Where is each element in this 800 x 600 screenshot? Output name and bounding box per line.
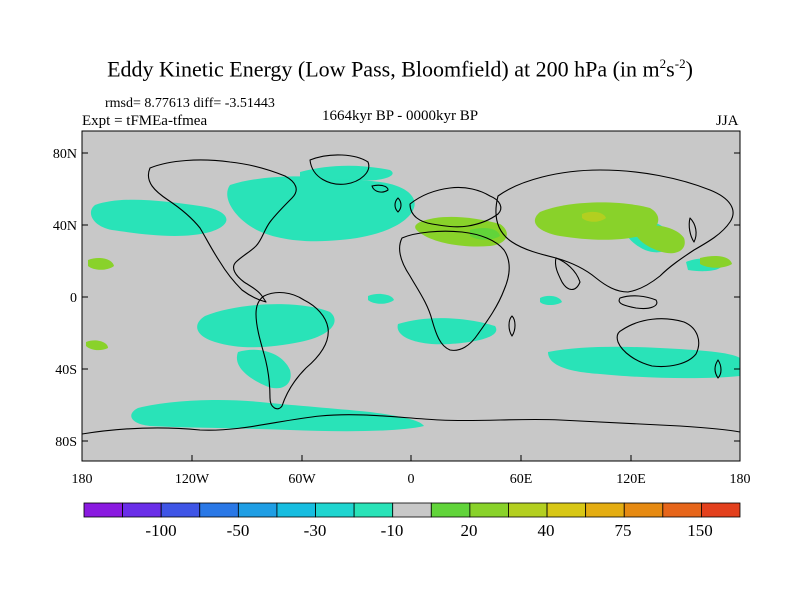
colorbar	[83, 502, 741, 518]
contour-fills	[82, 154, 740, 435]
season-label: JJA	[716, 113, 739, 129]
colorbar-swatch	[662, 502, 702, 518]
contour-west-pacific	[88, 258, 114, 270]
coastline-asia	[495, 169, 734, 293]
colorbar-label: -10	[381, 521, 404, 540]
lon-label-180e: 180	[730, 472, 751, 487]
colorbar-label: -50	[227, 521, 250, 540]
colorbar-swatch	[237, 502, 278, 518]
coastline-uk	[394, 197, 402, 213]
colorbar-swatch	[160, 502, 201, 518]
contour-north-atlantic	[227, 176, 415, 242]
colorbar-swatch	[199, 502, 239, 518]
colorbar-swatch	[353, 502, 394, 518]
colorbar-swatch	[623, 502, 664, 518]
lon-label-60e: 60E	[510, 472, 533, 487]
experiment-label: Expt = tFMEa-tfmea	[82, 113, 208, 129]
coastline-north-america	[148, 159, 297, 303]
contour-asia-peak	[582, 211, 606, 222]
lat-labels: 80N 40N 0 40S 80S	[53, 147, 77, 450]
lon-ticks	[81, 455, 741, 461]
lon-label-120w: 120W	[175, 472, 210, 487]
contour-east-pacific-south	[86, 340, 108, 351]
coastline-new-zealand	[714, 359, 722, 379]
colorbar-swatch	[83, 502, 123, 518]
colorbar-swatch	[546, 502, 587, 518]
colorbar-label: 40	[538, 521, 555, 540]
lon-label-120e: 120E	[616, 472, 646, 487]
colorbar-swatch	[701, 502, 741, 518]
colorbar-swatch	[585, 502, 625, 518]
lon-label-0: 0	[408, 472, 415, 487]
contour-south-atlantic	[397, 318, 497, 345]
contour-south-america-west	[236, 349, 291, 389]
coastline-greenland	[309, 154, 370, 185]
coastlines	[82, 154, 740, 435]
colorbar-label: 150	[687, 521, 713, 540]
colorbar-label: -100	[145, 521, 176, 540]
contour-indian-ocean	[540, 295, 562, 305]
coastline-indonesia	[618, 295, 658, 310]
colorbar-label: 20	[461, 521, 478, 540]
contour-north-america-arc	[300, 165, 393, 181]
contour-eastern-med	[470, 228, 500, 240]
map-title: Eddy Kinetic Energy (Low Pass, Bloomfiel…	[107, 56, 693, 82]
colorbar-labels: -100 -50 -30 -10 20 40 75 150	[145, 521, 712, 540]
lon-labels: 180 120W 60W 0 60E 120E 180	[72, 472, 751, 487]
colorbar-label: 75	[615, 521, 632, 540]
lat-ticks	[82, 152, 740, 442]
colorbar-swatch	[122, 502, 162, 518]
contour-north-pacific-green	[700, 256, 732, 268]
coastline-europe	[409, 186, 502, 228]
rmsd-stats: rmsd= 8.77613 diff= -3.51443	[105, 96, 275, 111]
contour-south-pacific	[197, 304, 335, 348]
lat-label-0: 0	[70, 291, 77, 306]
contour-southern-band	[548, 346, 740, 379]
contour-north-pacific	[90, 199, 227, 236]
colorbar-swatch	[392, 502, 432, 518]
coastline-madagascar	[508, 315, 516, 337]
coastline-australia	[616, 318, 700, 368]
contour-east-asia-green	[635, 225, 685, 254]
colorbar-swatch	[469, 502, 509, 518]
lat-label-80s: 80S	[55, 435, 77, 450]
lat-label-80n: 80N	[53, 147, 77, 162]
coastline-japan	[688, 217, 697, 243]
colorbar-swatch	[508, 502, 548, 518]
colorbar-swatch	[276, 502, 316, 518]
colorbar-swatch	[430, 502, 471, 518]
coastline-iceland	[371, 184, 389, 193]
lat-label-40n: 40N	[53, 219, 77, 234]
contour-atlantic-small	[368, 293, 394, 304]
coastline-antarctica	[82, 414, 740, 435]
colorbar-swatch	[315, 502, 355, 518]
contour-southern-ocean	[131, 400, 424, 432]
coastline-south-america	[255, 291, 329, 410]
colorbar-label: -30	[304, 521, 327, 540]
coastline-india	[554, 257, 581, 291]
lon-label-60w: 60W	[288, 472, 316, 487]
lon-label-180w: 180	[72, 472, 93, 487]
coastline-africa	[399, 230, 510, 351]
lat-label-40s: 40S	[55, 363, 77, 378]
period-label: 1664kyr BP - 0000kyr BP	[322, 108, 479, 124]
